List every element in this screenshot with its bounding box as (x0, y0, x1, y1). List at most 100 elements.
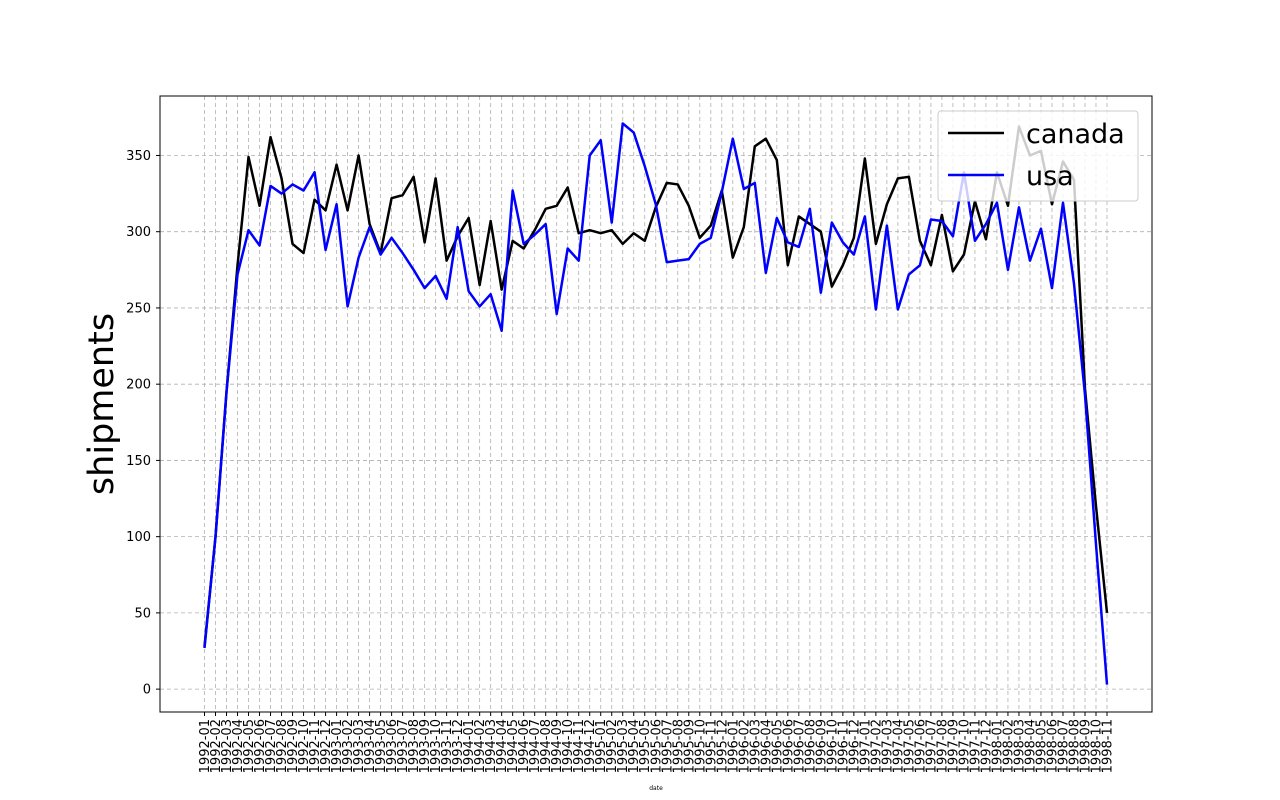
x-tick-label: 1996-06 (781, 719, 796, 773)
x-tick-label: 1995-11 (704, 719, 719, 773)
x-tick-label: 1994-11 (572, 719, 587, 773)
x-tick-label: 1993-05 (374, 719, 389, 773)
y-axis-ticks: 0 50 100 150 200 250 300 350 (126, 149, 160, 698)
x-tick-label: 1995-03 (616, 719, 631, 773)
x-tick-label: 1997-08 (935, 719, 950, 773)
x-tick-label: 1995-07 (660, 719, 675, 773)
x-tick-label: 1992-02 (209, 719, 224, 773)
x-axis-label: date (649, 785, 663, 792)
x-tick-label: 1992-01 (198, 719, 213, 773)
x-tick-label: 1993-09 (418, 719, 433, 773)
x-tick-label: 1997-04 (891, 719, 906, 773)
x-tick-label: 1996-11 (836, 719, 851, 773)
x-tick-label: 1995-10 (693, 719, 708, 773)
x-tick-label: 1997-10 (957, 719, 972, 773)
y-tick-label: 0 (143, 683, 151, 698)
x-tick-label: 1996-09 (814, 719, 829, 773)
y-tick-label: 100 (126, 530, 151, 545)
x-tick-label: 1996-08 (803, 719, 818, 773)
x-tick-label: 1997-01 (858, 719, 873, 773)
x-tick-label: 1996-07 (792, 719, 807, 773)
x-tick-label: 1996-04 (759, 719, 774, 773)
y-tick-label: 50 (134, 606, 151, 621)
y-tick-label: 150 (126, 454, 151, 469)
x-tick-label: 1997-11 (968, 719, 983, 773)
x-tick-label: 1995-08 (671, 719, 686, 773)
x-tick-label: 1994-06 (517, 719, 532, 773)
legend-entry-usa: usa (1026, 161, 1074, 192)
x-tick-label: 1994-10 (561, 719, 576, 773)
x-tick-label: 1998-06 (1045, 719, 1060, 773)
x-tick-label: 1992-06 (253, 719, 268, 773)
legend-entry-canada: canada (1026, 119, 1125, 150)
x-tick-label: 1993-06 (385, 719, 400, 773)
x-tick-label: 1995-06 (649, 719, 664, 773)
x-tick-label: 1993-11 (440, 719, 455, 773)
x-tick-label: 1998-10 (1089, 719, 1104, 773)
x-tick-label: 1998-03 (1012, 719, 1027, 773)
x-tick-label: 1993-10 (429, 719, 444, 773)
x-tick-label: 1992-04 (231, 719, 246, 773)
x-tick-label: 1997-05 (902, 719, 917, 773)
y-tick-label: 350 (126, 149, 151, 164)
x-tick-label: 1996-03 (748, 719, 763, 773)
x-tick-label: 1992-11 (308, 719, 323, 773)
x-tick-label: 1993-08 (407, 719, 422, 773)
x-tick-label: 1994-07 (528, 719, 543, 773)
x-tick-label: 1998-01 (990, 719, 1005, 773)
x-tick-label: 1998-08 (1067, 719, 1082, 773)
x-tick-label: 1992-12 (319, 719, 334, 773)
legend: canada usa (937, 110, 1139, 202)
x-tick-label: 1992-08 (275, 719, 290, 773)
y-tick-label: 250 (126, 301, 151, 316)
x-tick-label: 1993-04 (363, 719, 378, 773)
x-tick-label: 1998-11 (1101, 719, 1116, 773)
y-tick-label: 300 (126, 225, 151, 240)
x-tick-label: 1995-12 (715, 719, 730, 773)
x-tick-label: 1997-09 (946, 719, 961, 773)
x-tick-label: 1996-05 (770, 719, 785, 773)
x-tick-label: 1996-01 (726, 719, 741, 773)
x-tick-label: 1992-07 (264, 719, 279, 773)
x-axis-ticks: 1992-011992-021992-031992-041992-051992-… (198, 712, 1116, 773)
x-tick-label: 1993-01 (330, 719, 345, 773)
x-tick-label: 1997-06 (913, 719, 928, 773)
x-tick-label: 1994-02 (473, 719, 488, 773)
x-tick-label: 1998-07 (1056, 719, 1071, 773)
x-tick-label: 1992-10 (297, 719, 312, 773)
x-tick-label: 1993-07 (396, 719, 411, 773)
x-tick-label: 1994-08 (539, 719, 554, 773)
x-tick-label: 1998-02 (1001, 719, 1016, 773)
x-tick-label: 1997-12 (979, 719, 994, 773)
x-tick-label: 1998-04 (1023, 719, 1038, 773)
x-tick-label: 1998-09 (1078, 719, 1093, 773)
x-tick-label: 1997-03 (880, 719, 895, 773)
y-axis-label: shipments (82, 313, 122, 495)
x-tick-label: 1996-10 (825, 719, 840, 773)
x-tick-label: 1994-05 (506, 719, 521, 773)
x-tick-label: 1995-01 (594, 719, 609, 773)
x-tick-label: 1996-12 (847, 719, 862, 773)
grid-layer (160, 96, 1152, 712)
x-tick-label: 1992-09 (286, 719, 301, 773)
x-tick-label: 1995-09 (682, 719, 697, 773)
x-tick-label: 1995-04 (627, 719, 642, 773)
series-lines (203, 122, 1109, 685)
x-tick-label: 1993-03 (352, 719, 367, 773)
x-tick-label: 1994-12 (583, 719, 598, 773)
x-tick-label: 1998-05 (1034, 719, 1049, 773)
x-tick-label: 1994-01 (462, 719, 477, 773)
x-tick-label: 1997-02 (869, 719, 884, 773)
y-tick-label: 200 (126, 378, 151, 393)
x-tick-label: 1996-02 (737, 719, 752, 773)
x-tick-label: 1992-03 (220, 719, 235, 773)
x-tick-label: 1994-03 (484, 719, 499, 773)
x-tick-label: 1993-02 (341, 719, 356, 773)
x-tick-label: 1994-09 (550, 719, 565, 773)
x-tick-label: 1995-05 (638, 719, 653, 773)
x-tick-label: 1992-05 (242, 719, 257, 773)
x-tick-label: 1993-12 (451, 719, 466, 773)
x-tick-label: 1994-04 (495, 719, 510, 773)
